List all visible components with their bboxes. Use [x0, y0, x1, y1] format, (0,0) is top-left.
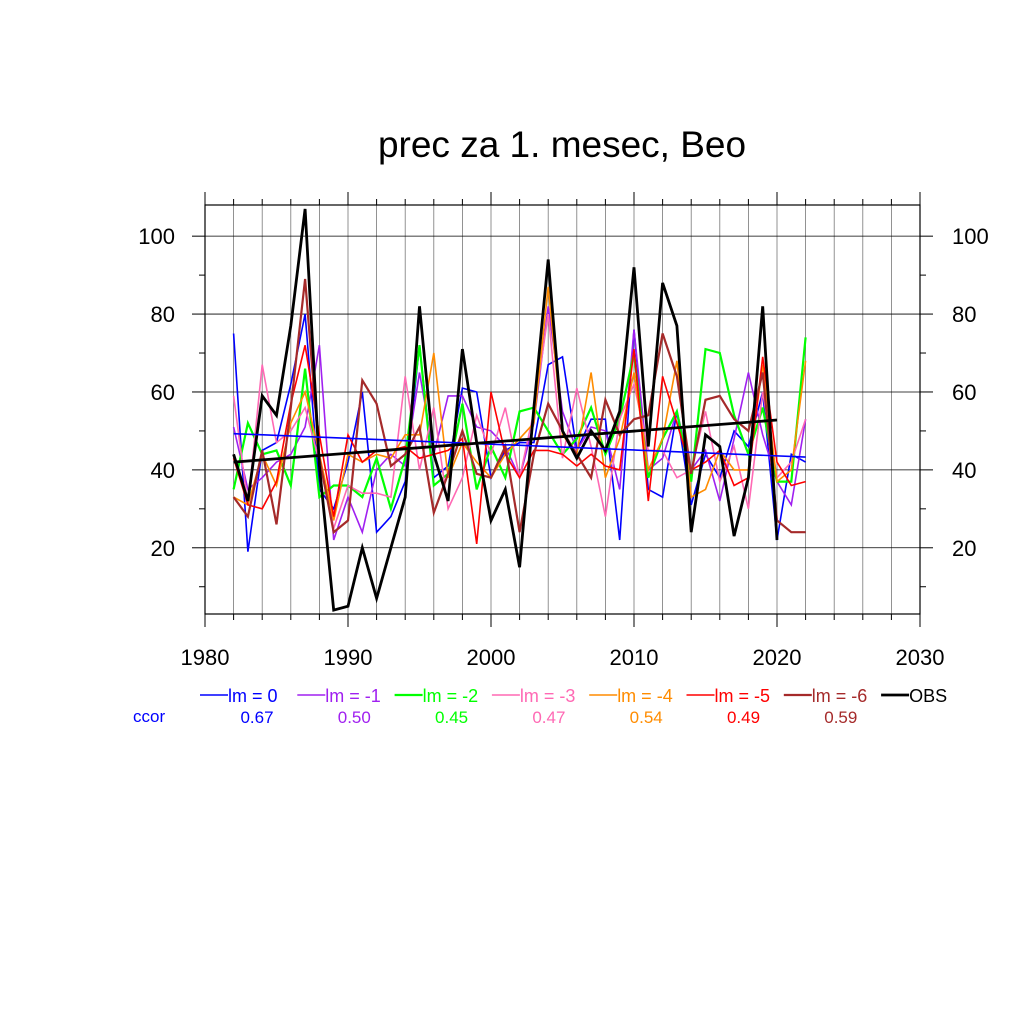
- y-tick-label-right: 100: [952, 224, 989, 249]
- y-tick-label-right: 20: [952, 536, 976, 561]
- ccor-value-3: 0.47: [532, 708, 565, 727]
- legend-label-3: lm = -3: [520, 686, 576, 706]
- y-tick-label: 60: [151, 380, 175, 405]
- legend-label-4: lm = -4: [617, 686, 673, 706]
- series-lines: [232, 208, 807, 612]
- x-tick-label: 2000: [467, 645, 516, 670]
- x-tick-label: 1980: [181, 645, 230, 670]
- legend-label-5: lm = -5: [715, 686, 771, 706]
- x-tick-label: 2020: [753, 645, 802, 670]
- legend-label-1: lm = -1: [325, 686, 381, 706]
- y-tick-label-right: 40: [952, 458, 976, 483]
- legend-label-7: OBS: [909, 686, 947, 706]
- ccor-value-6: 0.59: [824, 708, 857, 727]
- y-tick-label-right: 60: [952, 380, 976, 405]
- trend-line-0: [233, 432, 806, 458]
- plot-frame: [204, 204, 921, 615]
- x-tick-label: 2010: [610, 645, 659, 670]
- chart-title: prec za 1. mesec, Beo: [378, 124, 746, 165]
- trend-line-7: [233, 418, 778, 464]
- ccor-value-5: 0.49: [727, 708, 760, 727]
- legend-label-0: lm = 0: [228, 686, 278, 706]
- series-line-7: [232, 208, 779, 612]
- y-tick-label: 40: [151, 458, 175, 483]
- ccor-value-0: 0.67: [240, 708, 273, 727]
- y-tick-label: 80: [151, 302, 175, 327]
- y-tick-label: 100: [138, 224, 175, 249]
- legend-label-6: lm = -6: [812, 686, 868, 706]
- ccor-value-1: 0.50: [338, 708, 371, 727]
- ccor-value-2: 0.45: [435, 708, 468, 727]
- y-tick-label: 20: [151, 536, 175, 561]
- x-tick-label: 2030: [896, 645, 945, 670]
- series-line-6: [232, 278, 806, 535]
- legend: lm = 0 0.67 lm = -1 0.50 lm = -2 0.45 lm = -3 0…: [200, 686, 947, 727]
- ccor-label: ccor: [133, 707, 165, 726]
- y-tick-label-right: 80: [952, 302, 976, 327]
- ccor-value-4: 0.54: [630, 708, 663, 727]
- legend-label-2: lm = -2: [423, 686, 479, 706]
- trend-lines: [233, 418, 806, 464]
- x-tick-label: 1990: [324, 645, 373, 670]
- series-line-5: [232, 345, 806, 545]
